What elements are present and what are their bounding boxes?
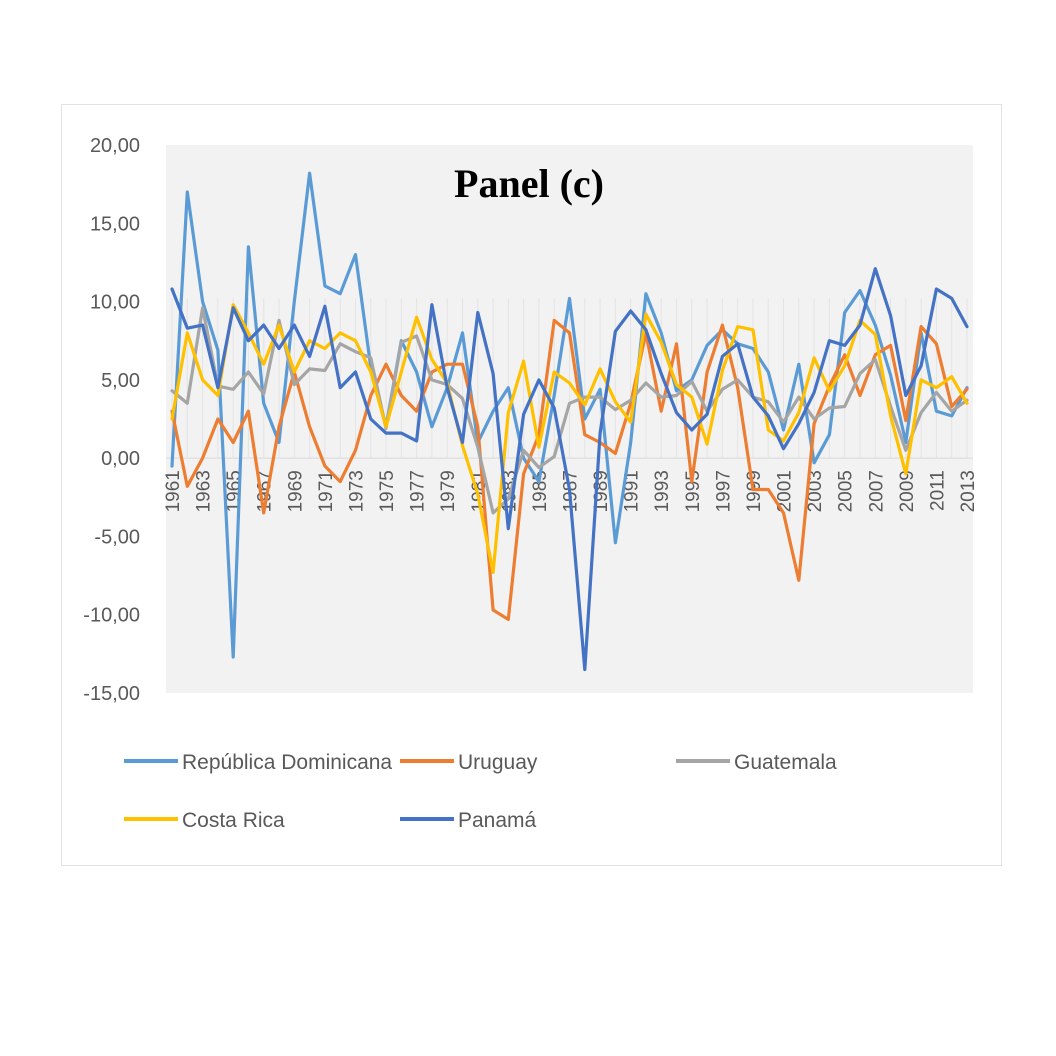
x-tick-label: 1985: [530, 470, 551, 512]
y-axis-ticks: 20,00 15,00 10,00 5,00 0,00 -5,00 -10,00 -15,00: [83, 135, 140, 705]
x-tick-label: 1991: [622, 470, 643, 512]
series-line-1: [170, 318, 969, 622]
x-tick-label: 2003: [805, 470, 826, 512]
series-line-0: [170, 171, 969, 659]
x-tick-label: 1997: [713, 470, 734, 512]
x-tick-label: 1971: [316, 470, 337, 512]
legend-label: Costa Rica: [182, 809, 285, 832]
y-tick-label: -5,00: [94, 526, 140, 548]
y-tick-label: -15,00: [83, 683, 140, 705]
legend-label: Uruguay: [458, 751, 538, 774]
y-tick-label: -10,00: [83, 605, 140, 627]
x-tick-label: 1975: [377, 470, 398, 512]
legend: República Dominicana Uruguay Guatemala Cost…: [124, 751, 837, 832]
x-tick-label: 1969: [285, 470, 306, 512]
x-tick-label: 1973: [346, 470, 367, 512]
chart-frame: Panel (c) 20,00 15,00 10,00 5,00 0,00 -5,00 -1…: [61, 104, 1002, 866]
y-tick-label: 0,00: [101, 448, 140, 470]
line-chart: Panel (c) 20,00 15,00 10,00 5,00 0,00 -5,00 -1…: [83, 135, 979, 832]
x-tick-label: 2001: [775, 470, 796, 512]
x-tick-label: 1979: [438, 470, 459, 512]
chart-title: Panel (c): [454, 161, 604, 206]
x-tick-label: 1963: [194, 470, 215, 512]
series-line-4: [170, 267, 969, 672]
y-tick-label: 5,00: [101, 370, 140, 392]
y-tick-label: 10,00: [90, 292, 140, 314]
x-tick-label: 1995: [683, 470, 704, 512]
x-tick-label: 1993: [652, 470, 673, 512]
legend-label: Panamá: [458, 809, 537, 832]
y-tick-label: 15,00: [90, 213, 140, 235]
x-tick-label: 2009: [897, 470, 918, 512]
x-tick-label: 1965: [224, 470, 245, 512]
x-tick-label: 2011: [927, 470, 948, 511]
series-line-3: [170, 303, 969, 574]
y-tick-label: 20,00: [90, 135, 140, 157]
x-tick-label: 2007: [866, 470, 887, 512]
series-line-2: [170, 306, 969, 515]
x-tick-label: 2005: [836, 470, 857, 512]
x-tick-label: 1977: [408, 470, 429, 512]
x-tick-label: 1961: [163, 470, 184, 512]
x-tick-label: 2013: [958, 470, 979, 512]
x-tick-label: 1999: [744, 470, 765, 512]
legend-label: República Dominicana: [182, 751, 392, 774]
legend-label: Guatemala: [734, 751, 837, 774]
series-lines: [170, 171, 969, 672]
